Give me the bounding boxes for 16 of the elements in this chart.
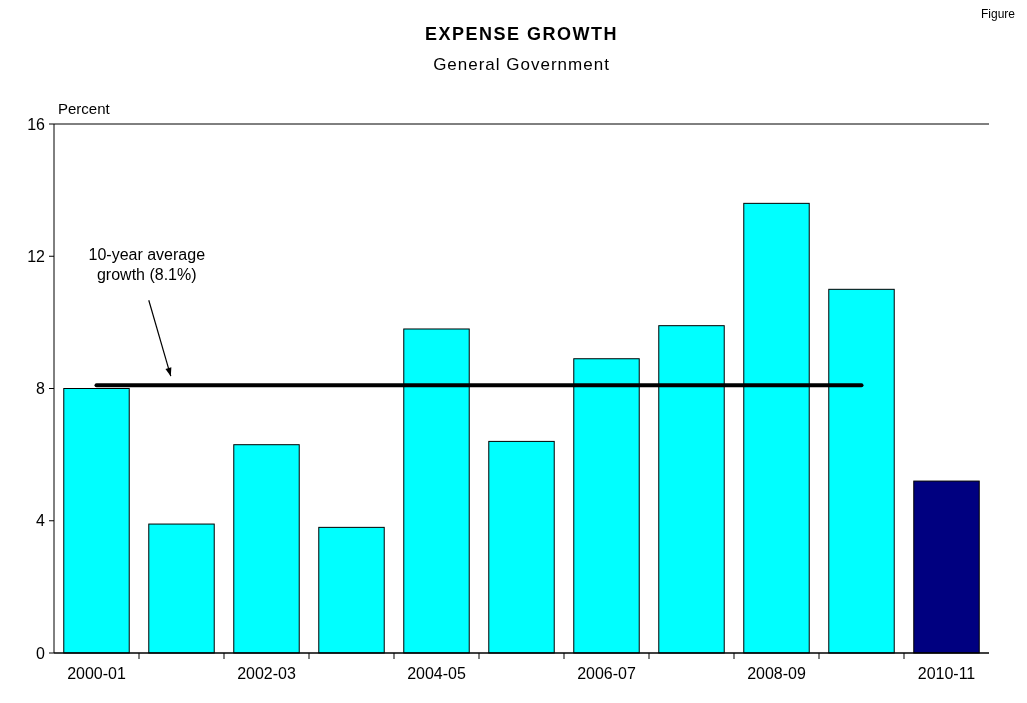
y-tick-label: 16 <box>27 115 46 133</box>
x-tick-label: 2006-07 <box>577 665 636 682</box>
y-axis-title: Percent <box>58 100 111 117</box>
chart-title: EXPENSE GROWTH <box>424 24 619 44</box>
y-tick-label: 4 <box>36 512 46 530</box>
x-tick-label: 2004-05 <box>407 665 466 682</box>
text: Figure <box>980 7 1016 21</box>
y-tick-label: 12 <box>27 247 46 265</box>
chart-subtitle: General Government <box>433 55 610 74</box>
x-tick-label: 2002-03 <box>237 665 296 682</box>
x-tick-label: 2000-01 <box>67 665 126 682</box>
y-tick-label: 8 <box>36 380 46 398</box>
y-tick-label: 0 <box>36 644 46 662</box>
x-tick-label: 2008-09 <box>747 665 806 682</box>
x-tick-label: 2010-11 <box>917 665 976 682</box>
ref-line-label: 10-year average growth (8.1%) <box>88 246 206 284</box>
